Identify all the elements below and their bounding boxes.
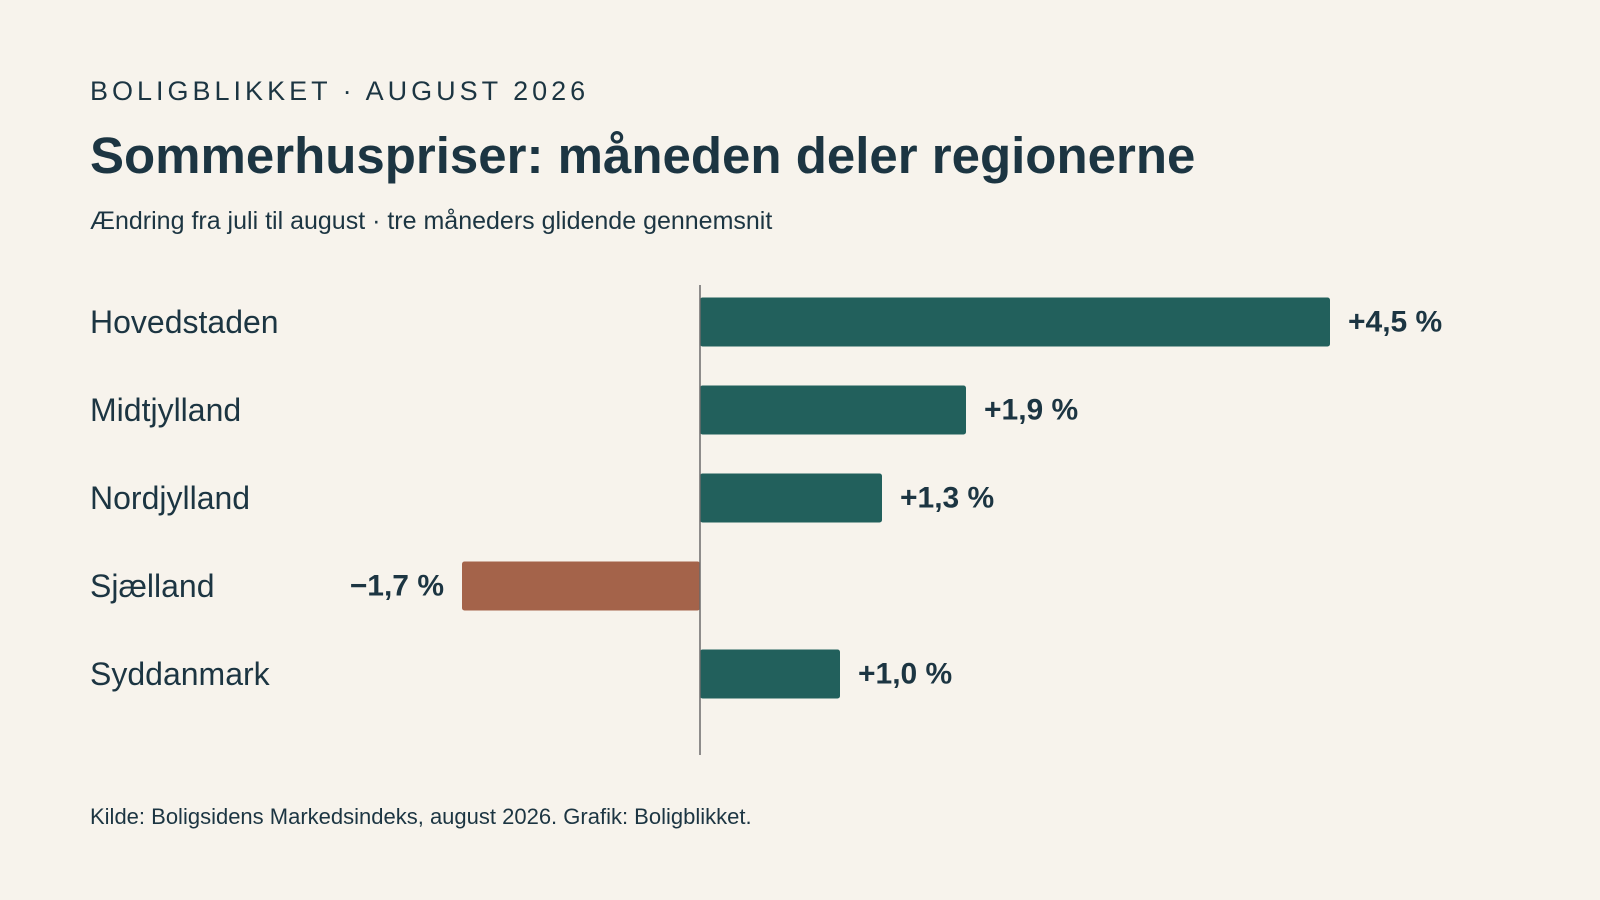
value-label: +1,0 % [858,658,952,691]
source-note: Kilde: Boligsidens Markedsindeks, august… [90,804,752,829]
category-label: Nordjylland [90,480,250,516]
chart-kicker: BOLIGBLIKKET · AUGUST 2026 [90,76,590,106]
bar-syddanmark [700,649,840,699]
category-label: Syddanmark [90,656,271,692]
category-label: Sjælland [90,568,215,604]
value-label: +4,5 % [1348,306,1442,339]
bar-sjælland [462,561,700,611]
bar-midtjylland [700,385,966,435]
value-label: +1,3 % [900,482,994,515]
category-label: Midtjylland [90,392,241,428]
chart-subtitle: Ændring fra juli til august · tre månede… [90,207,773,235]
bar-hovedstaden [700,297,1330,347]
chart-title: Sommerhuspriser: måneden deler regionern… [90,127,1196,184]
bar-nordjylland [700,473,882,523]
category-label: Hovedstaden [90,304,279,340]
value-label: −1,7 % [350,570,444,603]
value-label: +1,9 % [984,394,1078,427]
